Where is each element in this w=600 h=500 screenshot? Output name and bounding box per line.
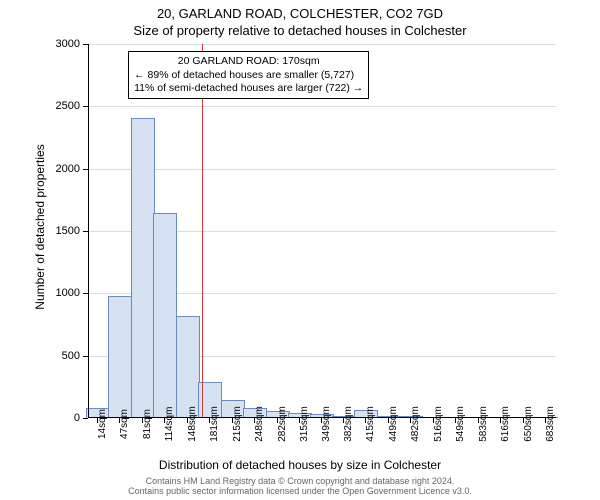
x-axis-line <box>88 417 556 418</box>
xtick-label: 415sqm <box>365 406 376 442</box>
attribution: Contains HM Land Registry data © Crown c… <box>0 477 600 497</box>
histogram-bar <box>176 316 200 418</box>
attribution-line2: Contains public sector information licen… <box>128 486 472 496</box>
histogram-bar <box>131 118 155 418</box>
ytick-label: 500 <box>62 350 80 362</box>
plot-region: 05001000150020002500300014sqm47sqm81sqm1… <box>88 44 556 418</box>
ytick-label: 0 <box>74 412 80 424</box>
xtick-label: 181sqm <box>209 406 220 442</box>
info-box-line3: 11% of semi-detached houses are larger (… <box>134 82 363 95</box>
xtick-label: 14sqm <box>97 409 108 439</box>
xtick-label: 382sqm <box>343 406 354 442</box>
x-axis-label: Distribution of detached houses by size … <box>0 458 600 472</box>
xtick-label: 583sqm <box>478 406 489 442</box>
gridline <box>88 106 556 107</box>
xtick-label: 315sqm <box>299 406 310 442</box>
info-box-line1: 20 GARLAND ROAD: 170sqm <box>134 55 363 68</box>
attribution-line1: Contains HM Land Registry data © Crown c… <box>146 476 455 486</box>
histogram-bar <box>108 296 132 418</box>
xtick-label: 248sqm <box>254 406 265 442</box>
marker-line <box>202 44 203 418</box>
info-box: 20 GARLAND ROAD: 170sqm← 89% of detached… <box>128 51 369 98</box>
xtick-label: 683sqm <box>545 406 556 442</box>
ytick-label: 1000 <box>56 287 80 299</box>
xtick-label: 549sqm <box>455 406 466 442</box>
ytick-label: 1500 <box>56 225 80 237</box>
ytick-label: 2500 <box>56 100 80 112</box>
y-axis-line <box>88 44 89 418</box>
gridline <box>88 169 556 170</box>
xtick-label: 482sqm <box>410 406 421 442</box>
info-box-line2: ← 89% of detached houses are smaller (5,… <box>134 69 363 82</box>
chart-area: 05001000150020002500300014sqm47sqm81sqm1… <box>88 44 556 418</box>
title-line2: Size of property relative to detached ho… <box>0 23 600 38</box>
ytick-label: 3000 <box>56 38 80 50</box>
xtick-label: 616sqm <box>500 406 511 442</box>
xtick-label: 148sqm <box>187 406 198 442</box>
gridline <box>88 44 556 45</box>
xtick-label: 516sqm <box>433 406 444 442</box>
xtick-label: 650sqm <box>523 406 534 442</box>
xtick-label: 282sqm <box>277 406 288 442</box>
xtick-label: 81sqm <box>142 409 153 439</box>
xtick-label: 449sqm <box>388 406 399 442</box>
xtick-label: 215sqm <box>232 406 243 442</box>
histogram-bar <box>153 213 177 418</box>
xtick-label: 47sqm <box>119 409 130 439</box>
xtick-label: 349sqm <box>321 406 332 442</box>
ytick-mark <box>83 418 88 419</box>
xtick-label: 114sqm <box>164 407 175 442</box>
ytick-label: 2000 <box>56 163 80 175</box>
title-line1: 20, GARLAND ROAD, COLCHESTER, CO2 7GD <box>0 6 600 21</box>
y-axis-label: Number of detached properties <box>33 127 47 327</box>
